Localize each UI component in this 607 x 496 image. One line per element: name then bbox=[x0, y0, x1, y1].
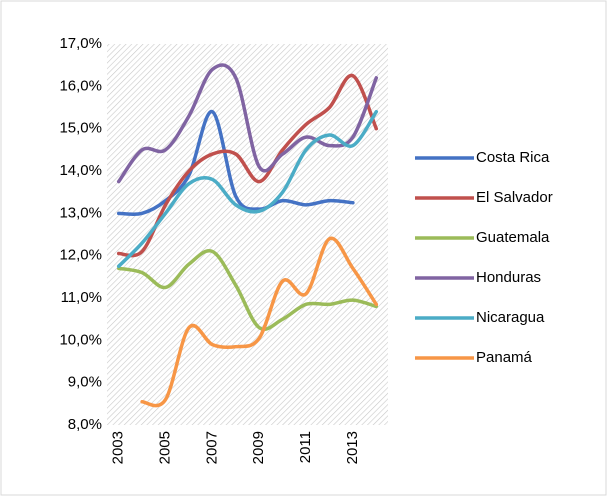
series-line bbox=[116, 109, 379, 268]
legend-label: Guatemala bbox=[476, 229, 550, 246]
x-tick-label: 2003 bbox=[110, 431, 127, 464]
series-line bbox=[116, 73, 379, 258]
legend-label: Nicaragua bbox=[476, 309, 545, 326]
legend-label: Costa Rica bbox=[476, 149, 550, 166]
x-tick-label: 2005 bbox=[157, 431, 174, 464]
y-tick-label: 12,0% bbox=[59, 247, 102, 264]
x-tick-label: 2011 bbox=[297, 431, 314, 463]
y-tick-label: 14,0% bbox=[59, 162, 102, 179]
y-tick-label: 9,0% bbox=[68, 374, 102, 391]
y-tick-label: 13,0% bbox=[59, 204, 102, 221]
plot-area bbox=[107, 44, 388, 425]
y-tick-label: 8,0% bbox=[68, 416, 102, 433]
y-tick-label: 11,0% bbox=[61, 289, 102, 306]
x-tick-label: 2007 bbox=[203, 431, 220, 464]
x-tick-label: 2009 bbox=[250, 431, 267, 464]
y-tick-label: 17,0% bbox=[59, 35, 102, 52]
legend-label: El Salvador bbox=[476, 189, 553, 206]
x-tick-label: 2013 bbox=[344, 431, 361, 464]
legend-label: Honduras bbox=[476, 269, 541, 286]
series-line bbox=[116, 109, 355, 217]
y-tick-label: 16,0% bbox=[59, 77, 102, 94]
legend-label: Panamá bbox=[476, 349, 533, 366]
y-tick-label: 15,0% bbox=[59, 120, 102, 137]
y-tick-label: 10,0% bbox=[59, 331, 102, 348]
series-line bbox=[140, 236, 379, 408]
series-line bbox=[116, 63, 379, 184]
series-line bbox=[116, 248, 379, 331]
